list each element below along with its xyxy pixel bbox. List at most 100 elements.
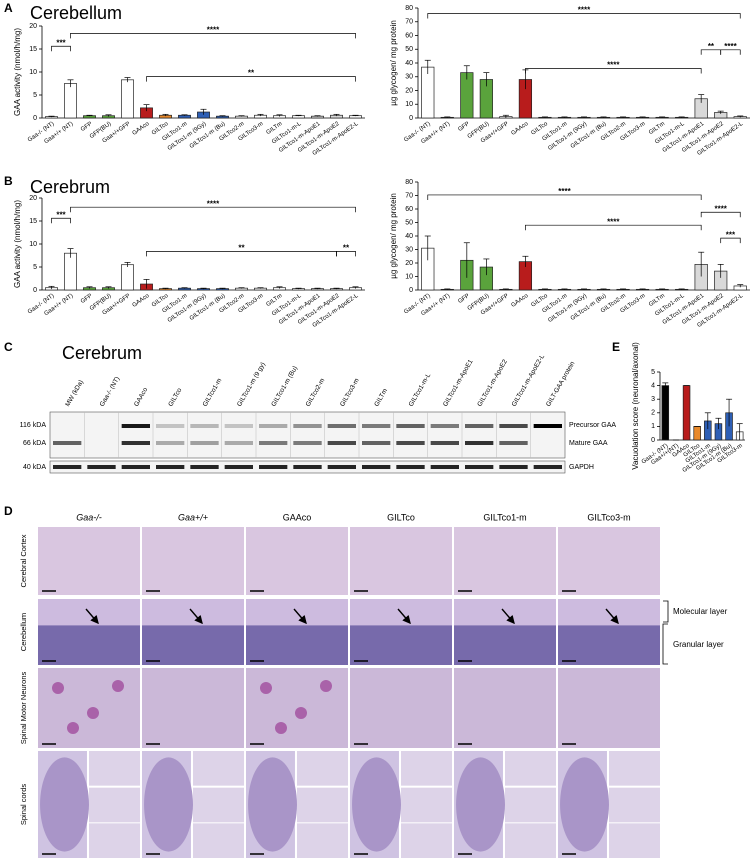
significance-bracket [720,49,741,55]
y-tick-label: 0 [33,115,37,122]
layer-label: Granular layer [673,640,724,649]
histology-inset [193,751,244,786]
bar [64,252,77,291]
y-tick-label: 20 [29,195,37,202]
y-tick-label: 30 [405,74,413,81]
band [293,424,322,428]
mw-marker: 40 kDA [23,464,46,471]
band [224,441,253,445]
column-label: GILTco [387,512,415,522]
panel-letter: E [612,340,620,354]
y-tick-label: 50 [405,46,413,53]
column-label: GILTco3-m [587,512,630,522]
arrow [85,608,99,625]
neuron [260,682,272,694]
band [465,465,494,469]
band [53,465,82,469]
neuron [320,680,332,692]
lane-label: GILTco1-m-ApoE2-L [511,353,547,408]
band [465,441,494,445]
histology-inset [89,823,140,858]
y-tick-label: 0 [651,437,655,444]
granular-layer [38,625,140,665]
histology-image [142,527,244,595]
histology-inset [609,823,660,858]
band [121,424,150,428]
band [362,465,391,469]
y-tick-label: 40 [405,233,413,240]
band [156,424,185,428]
y-tick-label: 1 [651,423,655,430]
arrow [397,608,411,625]
band [533,465,562,469]
y-tick-label: 60 [405,206,413,213]
band [224,424,253,428]
x-tick-label: GAAco [510,293,530,309]
band [224,465,253,469]
arrow [501,608,515,625]
panel-letter: C [4,340,13,354]
y-tick-label: 5 [651,369,655,376]
histology-inset [297,787,348,823]
histology-image [558,668,660,748]
band [121,441,150,445]
histology-inset [505,787,556,823]
bar [121,79,134,119]
lane-label: MW (kDa) [64,379,85,408]
granular-layer [350,625,452,665]
band [396,465,425,469]
y-tick-label: 20 [405,260,413,267]
histology-image [454,668,556,748]
significance-bracket [336,251,356,257]
y-tick-label: 0 [409,115,413,122]
histology-inset [401,751,452,786]
x-tick-label: GFP [80,293,94,305]
y-tick-label: 15 [29,218,37,225]
band [259,441,288,445]
significance-label: ** [708,42,715,51]
granular-layer [246,625,348,665]
band [293,441,322,445]
bar [421,66,435,119]
y-tick-label: 70 [405,19,413,26]
significance-label: ** [248,69,255,78]
histology-image [350,668,452,748]
x-tick-label: GFP [80,121,94,133]
band [362,441,391,445]
y-tick-label: 60 [405,32,413,39]
band [327,465,356,469]
bar [121,264,134,291]
band [396,441,425,445]
tissue [352,757,401,852]
mw-marker: 116 kDA [20,422,47,429]
arrow [605,608,619,625]
significance-bracket [146,76,356,82]
band-label: Mature GAA [569,440,608,447]
histology-image [142,668,244,748]
significance-label: **** [714,204,727,213]
y-axis-label: µg glycogen/ mg protein [389,20,398,106]
y-tick-label: 0 [33,287,37,294]
significance-label: **** [558,187,571,196]
histology-image [38,527,140,595]
band [430,441,459,445]
histology-inset [297,823,348,858]
significance-label: **** [207,25,220,34]
chart-title: Cerebellum [30,3,122,23]
y-tick-label: 5 [33,92,37,99]
granular-layer [142,625,244,665]
histology-image [558,527,660,595]
band [533,424,562,428]
bar [64,83,77,119]
y-tick-label: 20 [405,87,413,94]
significance-bracket [51,217,71,224]
blot-main [49,411,566,459]
band [499,424,528,428]
y-axis-label: GAA activity (nmol/h/mg) [13,28,22,116]
y-tick-label: 50 [405,219,413,226]
lane-label: GILTm [373,388,389,408]
tissue [40,757,89,852]
band [499,441,528,445]
granular-layer [454,625,556,665]
band [430,424,459,428]
